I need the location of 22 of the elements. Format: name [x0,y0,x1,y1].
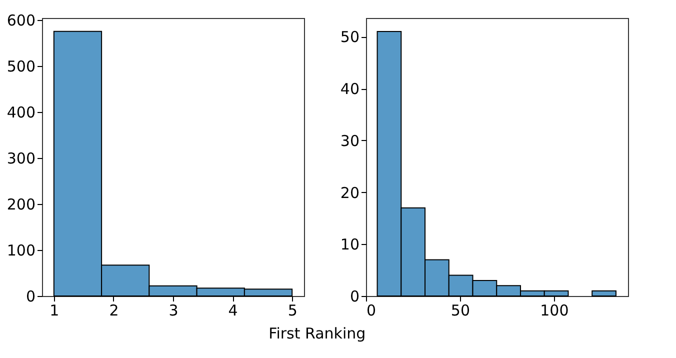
y-tick-label: 100 [6,241,36,260]
x-tick-label: 1 [50,302,60,320]
y-tick-label: 10 [340,236,360,254]
y-tick-label: 500 [6,57,36,76]
y-tick-label: 300 [6,149,36,168]
y-tick-label: 30 [340,132,360,150]
x-tick-label: 3 [168,302,178,320]
y-tick-label: 0 [350,288,360,306]
y-tick-label: 40 [340,80,360,98]
y-tick-label: 600 [6,11,36,30]
x-axis-title: First Ranking [268,324,366,342]
y-tick-label: 400 [6,103,36,122]
y-tick-label: 20 [340,184,360,202]
x-tick-label: 5 [288,302,298,320]
x-tick-label: 4 [228,302,238,320]
x-tick-label: 2 [109,302,119,320]
y-tick-label: 0 [26,288,36,306]
y-tick-label: 50 [340,28,360,46]
y-tick-label: 200 [6,195,36,214]
x-tick-label: 50 [450,302,470,320]
x-tick-label: 0 [366,302,376,320]
x-tick-label: 100 [540,302,569,320]
